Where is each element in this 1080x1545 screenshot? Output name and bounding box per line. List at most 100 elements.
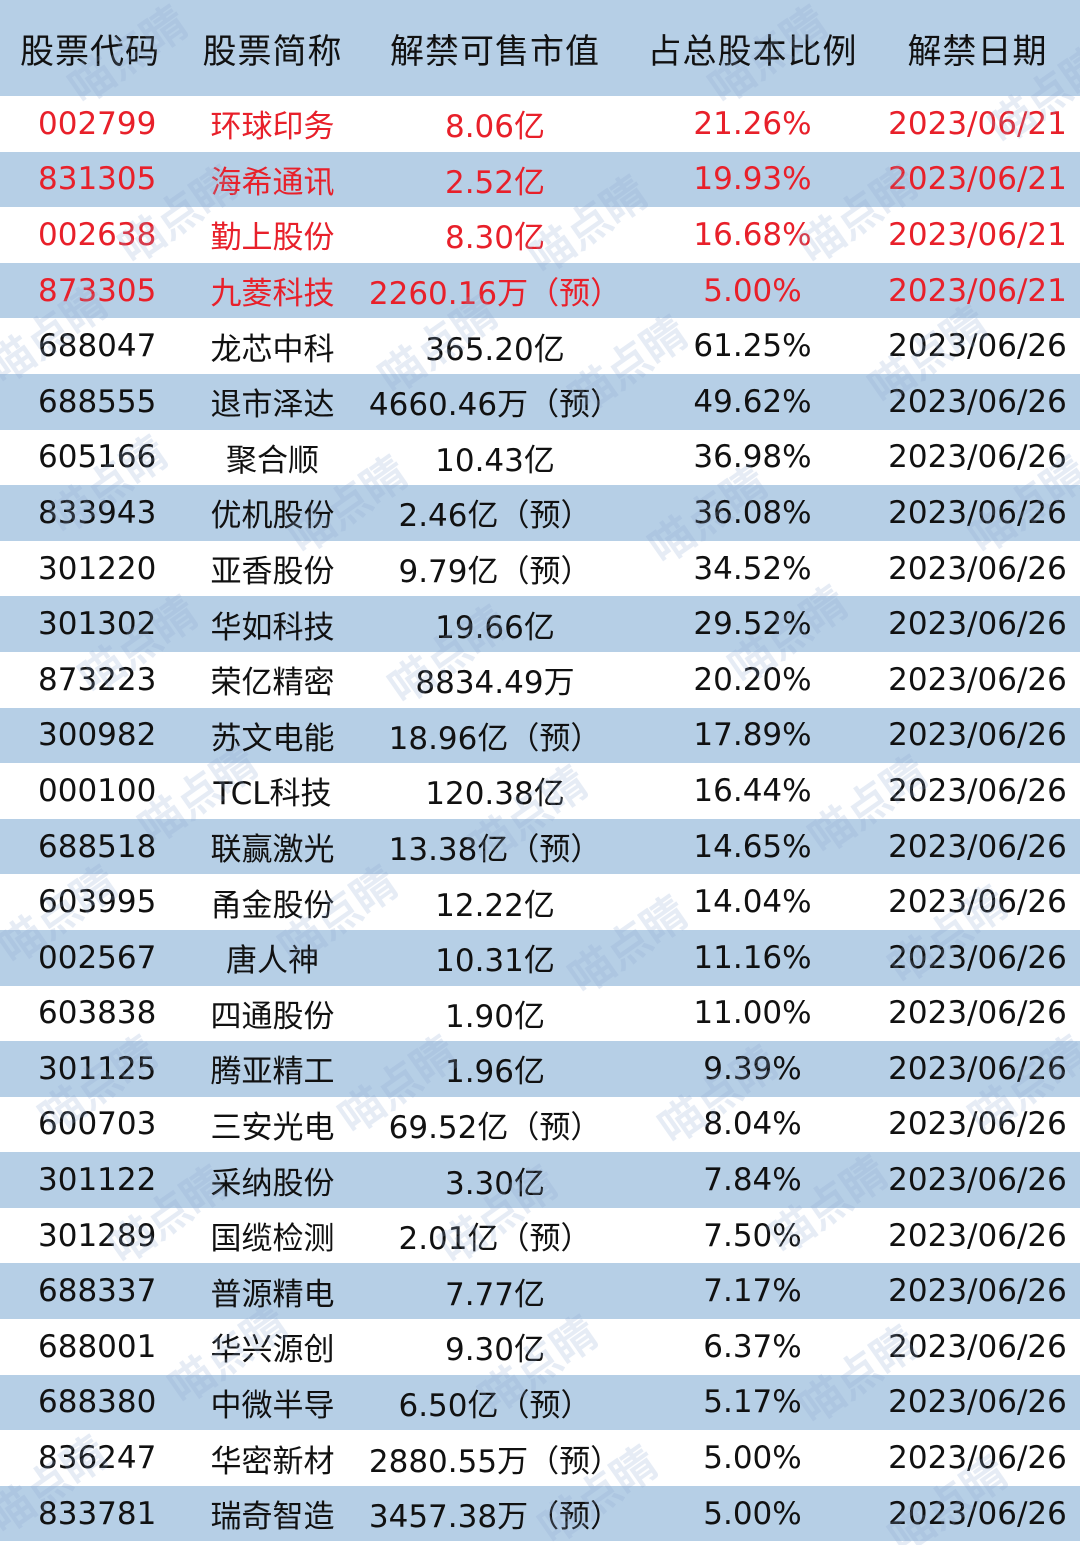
table-row: 833781 瑞奇智造 3457.38万（预） 5.00% 2023/06/26 bbox=[0, 1485, 1080, 1542]
cell-date: 2023/06/26 bbox=[888, 1217, 1067, 1254]
cell-date: 2023/06/26 bbox=[888, 1328, 1067, 1365]
table-row: 688001 华兴源创 9.30亿 6.37% 2023/06/26 bbox=[0, 1319, 1080, 1375]
cell-ratio: 6.37% bbox=[703, 1328, 802, 1365]
cell-date: 2023/06/26 bbox=[888, 828, 1067, 865]
cell-name: 华如科技 bbox=[210, 609, 335, 646]
cell-ratio: 61.25% bbox=[693, 328, 812, 365]
cell-code: 301302 bbox=[38, 606, 157, 643]
header-ratio: 占总股本比例 bbox=[647, 31, 858, 72]
cell-code: 603838 bbox=[38, 995, 157, 1032]
cell-ratio: 36.08% bbox=[693, 494, 812, 531]
cell-date: 2023/06/26 bbox=[888, 328, 1067, 365]
cell-value: 7.77亿 bbox=[444, 1276, 546, 1313]
table-row: 002799 环球印务 8.06亿 21.26% 2023/06/21 bbox=[0, 96, 1080, 152]
cell-date: 2023/06/26 bbox=[888, 550, 1067, 587]
cell-date: 2023/06/21 bbox=[888, 216, 1067, 253]
table-row: 688555 退市泽达 4660.46万（预） 49.62% 2023/06/26 bbox=[0, 373, 1080, 430]
cell-name: 联赢激光 bbox=[210, 832, 335, 869]
cell-date: 2023/06/26 bbox=[888, 884, 1067, 921]
cell-ratio: 19.93% bbox=[693, 161, 812, 198]
cell-code: 603995 bbox=[38, 884, 157, 921]
cell-name: 采纳股份 bbox=[210, 1165, 335, 1202]
cell-value: 2880.55万（预） bbox=[368, 1443, 622, 1480]
cell-ratio: 36.98% bbox=[693, 439, 812, 476]
cell-ratio: 11.00% bbox=[693, 995, 812, 1032]
cell-name: 四通股份 bbox=[210, 998, 335, 1035]
cell-code: 688555 bbox=[38, 383, 157, 420]
cell-ratio: 21.26% bbox=[693, 105, 812, 142]
table-row: 301122 采纳股份 3.30亿 7.84% 2023/06/26 bbox=[0, 1152, 1080, 1208]
table-row: 002638 勤上股份 8.30亿 16.68% 2023/06/21 bbox=[0, 207, 1080, 263]
table-row: 000100 TCL科技 120.38亿 16.44% 2023/06/26 bbox=[0, 763, 1080, 819]
cell-ratio: 5.00% bbox=[703, 1495, 802, 1532]
cell-date: 2023/06/21 bbox=[888, 272, 1067, 309]
table-row: 603995 甬金股份 12.22亿 14.04% 2023/06/26 bbox=[0, 874, 1080, 930]
table-row: 688380 中微半导 6.50亿（预） 5.17% 2023/06/26 bbox=[0, 1374, 1080, 1431]
cell-date: 2023/06/26 bbox=[888, 772, 1067, 809]
cell-date: 2023/06/26 bbox=[888, 494, 1067, 531]
cell-date: 2023/06/26 bbox=[888, 606, 1067, 643]
cell-code: 833943 bbox=[38, 494, 157, 531]
table-row: 873223 荣亿精密 8834.49万 20.20% 2023/06/26 bbox=[0, 651, 1080, 708]
cell-ratio: 20.20% bbox=[693, 661, 812, 698]
cell-code: 301289 bbox=[38, 1217, 157, 1254]
cell-code: 000100 bbox=[38, 772, 157, 809]
table-row: 301302 华如科技 19.66亿 29.52% 2023/06/26 bbox=[0, 596, 1080, 652]
cell-name: 华兴源创 bbox=[210, 1332, 335, 1369]
cell-code: 831305 bbox=[38, 161, 157, 198]
cell-date: 2023/06/21 bbox=[888, 105, 1067, 142]
cell-name: 荣亿精密 bbox=[210, 665, 335, 702]
cell-ratio: 7.50% bbox=[703, 1217, 802, 1254]
cell-value: 8.30亿 bbox=[444, 220, 546, 257]
cell-name: 腾亚精工 bbox=[210, 1054, 335, 1091]
cell-value: 8834.49万 bbox=[415, 665, 575, 702]
cell-name: 国缆检测 bbox=[210, 1221, 335, 1258]
cell-name: 聚合顺 bbox=[226, 442, 319, 479]
cell-name: 优机股份 bbox=[210, 498, 335, 535]
cell-value: 19.66亿 bbox=[435, 609, 555, 646]
cell-date: 2023/06/26 bbox=[888, 1050, 1067, 1087]
cell-date: 2023/06/26 bbox=[888, 1440, 1067, 1477]
cell-date: 2023/06/26 bbox=[888, 1273, 1067, 1310]
cell-date: 2023/06/26 bbox=[888, 1106, 1067, 1143]
cell-value: 1.90亿 bbox=[444, 998, 546, 1035]
cell-date: 2023/06/26 bbox=[888, 939, 1067, 976]
cell-ratio: 49.62% bbox=[693, 383, 812, 420]
table-row: 688518 联赢激光 13.38亿（预） 14.65% 2023/06/26 bbox=[0, 818, 1080, 875]
cell-name: 龙芯中科 bbox=[210, 331, 335, 368]
header-date: 解禁日期 bbox=[907, 31, 1048, 72]
table-row: 605166 聚合顺 10.43亿 36.98% 2023/06/26 bbox=[0, 429, 1080, 486]
cell-name: 甬金股份 bbox=[210, 887, 335, 924]
cell-code: 688001 bbox=[38, 1328, 157, 1365]
cell-name: 勤上股份 bbox=[210, 220, 335, 257]
cell-name: TCL科技 bbox=[213, 776, 332, 813]
table-row: 688337 普源精电 7.77亿 7.17% 2023/06/26 bbox=[0, 1263, 1080, 1320]
cell-code: 873223 bbox=[38, 661, 157, 698]
cell-value: 2.46亿（预） bbox=[398, 498, 592, 535]
table-row: 831305 海希通讯 2.52亿 19.93% 2023/06/21 bbox=[0, 151, 1080, 208]
cell-code: 688518 bbox=[38, 828, 157, 865]
cell-value: 2.01亿（预） bbox=[398, 1221, 592, 1258]
cell-date: 2023/06/26 bbox=[888, 1384, 1067, 1421]
cell-code: 300982 bbox=[38, 717, 157, 754]
cell-code: 301220 bbox=[38, 550, 157, 587]
cell-value: 12.22亿 bbox=[435, 887, 555, 924]
table-header: 股票代码 股票简称 解禁可售市值 占总股本比例 解禁日期 bbox=[0, 0, 1080, 96]
table-body: 002799 环球印务 8.06亿 21.26% 2023/06/21 831305 海希通… bbox=[0, 96, 1080, 1542]
cell-date: 2023/06/26 bbox=[888, 383, 1067, 420]
cell-value: 120.38亿 bbox=[425, 776, 565, 813]
cell-value: 10.43亿 bbox=[435, 442, 555, 479]
cell-code: 301122 bbox=[38, 1162, 157, 1199]
cell-value: 10.31亿 bbox=[435, 943, 555, 980]
cell-ratio: 11.16% bbox=[693, 939, 812, 976]
cell-name: 退市泽达 bbox=[210, 387, 335, 424]
cell-value: 1.96亿 bbox=[444, 1054, 546, 1091]
cell-ratio: 16.68% bbox=[693, 216, 812, 253]
cell-date: 2023/06/26 bbox=[888, 995, 1067, 1032]
cell-value: 4660.46万（预） bbox=[368, 387, 622, 424]
cell-code: 002638 bbox=[38, 216, 157, 253]
cell-date: 2023/06/26 bbox=[888, 1162, 1067, 1199]
table-row: 600703 三安光电 69.52亿（预） 8.04% 2023/06/26 bbox=[0, 1096, 1080, 1153]
table-row: 002567 唐人神 10.31亿 11.16% 2023/06/26 bbox=[0, 929, 1080, 986]
